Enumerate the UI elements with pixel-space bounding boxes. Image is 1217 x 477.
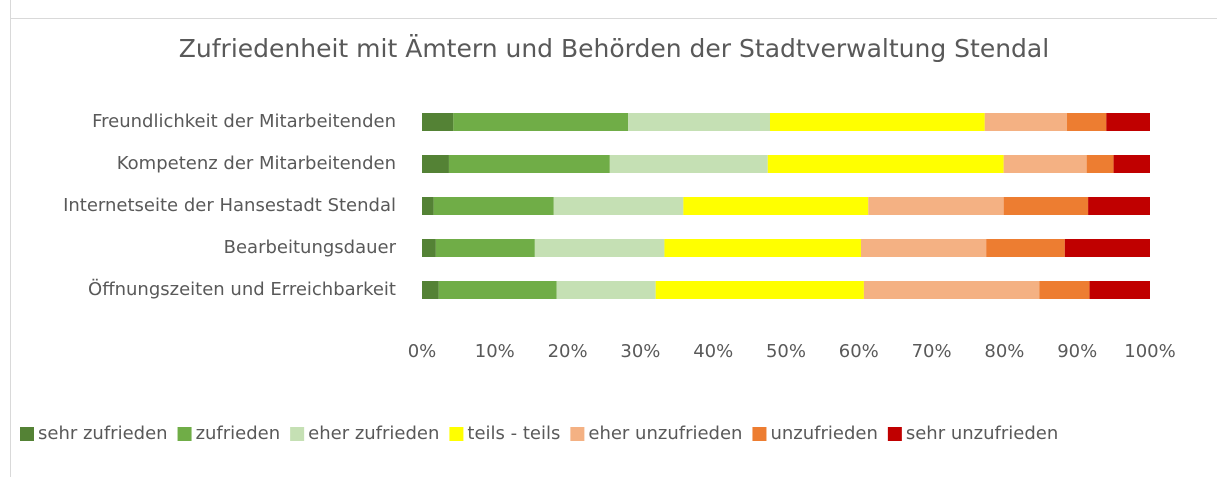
- bar-segment: [1106, 113, 1150, 131]
- bar-segment: [1064, 239, 1150, 257]
- x-tick-label: 10%: [475, 341, 515, 362]
- bar-segment: [1088, 197, 1150, 215]
- bar-segment: [664, 239, 861, 257]
- bar-segment: [422, 197, 434, 215]
- bar-segment: [628, 113, 770, 131]
- legend-label: zufrieden: [196, 423, 281, 444]
- bar-segment: [655, 281, 864, 299]
- bar-segment: [422, 155, 449, 173]
- x-tick-label: 70%: [912, 341, 952, 362]
- bar-segment: [860, 239, 987, 257]
- bar-segment: [556, 281, 656, 299]
- bar-segment: [534, 239, 665, 257]
- x-tick-label: 40%: [693, 341, 733, 362]
- y-tick-label: Internetseite der Hansestadt Stendal: [63, 195, 396, 216]
- bar-segment: [769, 113, 985, 131]
- bar-segment: [986, 239, 1065, 257]
- x-tick-label: 30%: [620, 341, 660, 362]
- x-tick-label: 50%: [766, 341, 806, 362]
- bar-segment: [1039, 281, 1090, 299]
- chart-title: Zufriedenheit mit Ämtern und Behörden de…: [179, 34, 1049, 63]
- x-tick-label: 80%: [984, 341, 1024, 362]
- y-tick-label: Freundlichkeit der Mitarbeitenden: [92, 111, 396, 132]
- legend-label: eher zufrieden: [308, 423, 439, 444]
- bar-segment: [1086, 155, 1114, 173]
- x-tick-label: 90%: [1057, 341, 1097, 362]
- bar-segment: [438, 281, 557, 299]
- bar-segment: [984, 113, 1068, 131]
- bar-segment: [863, 281, 1040, 299]
- y-tick-label: Bearbeitungsdauer: [224, 237, 397, 258]
- legend-label: sehr unzufrieden: [906, 423, 1058, 444]
- bar-segment: [435, 239, 535, 257]
- bar-segment: [422, 281, 439, 299]
- bar-segment: [1003, 155, 1087, 173]
- legend-swatch: [449, 427, 464, 441]
- x-tick-label: 100%: [1124, 341, 1175, 362]
- legend-swatch: [177, 427, 192, 441]
- bar-segment: [1003, 197, 1089, 215]
- bar-segment: [683, 197, 869, 215]
- bar-segment: [422, 113, 454, 131]
- x-tick-label: 0%: [408, 341, 437, 362]
- legend-label: sehr zufrieden: [38, 423, 168, 444]
- x-tick-label: 60%: [839, 341, 879, 362]
- bar-segment: [609, 155, 768, 173]
- legend-swatch: [290, 427, 305, 441]
- legend-swatch: [570, 427, 585, 441]
- bar-segment: [553, 197, 684, 215]
- bar-segment: [1113, 155, 1150, 173]
- legend-swatch: [752, 427, 767, 441]
- bar-segment: [1089, 281, 1150, 299]
- legend-label: teils - teils: [467, 423, 560, 444]
- legend-swatch: [887, 427, 902, 441]
- bar-segment: [453, 113, 629, 131]
- bar-segment: [448, 155, 610, 173]
- legend-label: unzufrieden: [770, 423, 877, 444]
- bar-segment: [1067, 113, 1107, 131]
- bar-segment: [422, 239, 436, 257]
- x-tick-label: 20%: [548, 341, 588, 362]
- legend-swatch: [20, 427, 34, 441]
- bar-segment: [868, 197, 1004, 215]
- y-tick-label: Öffnungszeiten und Erreichbarkeit: [88, 278, 396, 300]
- legend-label: eher unzufrieden: [588, 423, 742, 444]
- y-tick-label: Kompetenz der Mitarbeitenden: [117, 153, 396, 174]
- bar-segment: [767, 155, 1004, 173]
- bar-segment: [433, 197, 554, 215]
